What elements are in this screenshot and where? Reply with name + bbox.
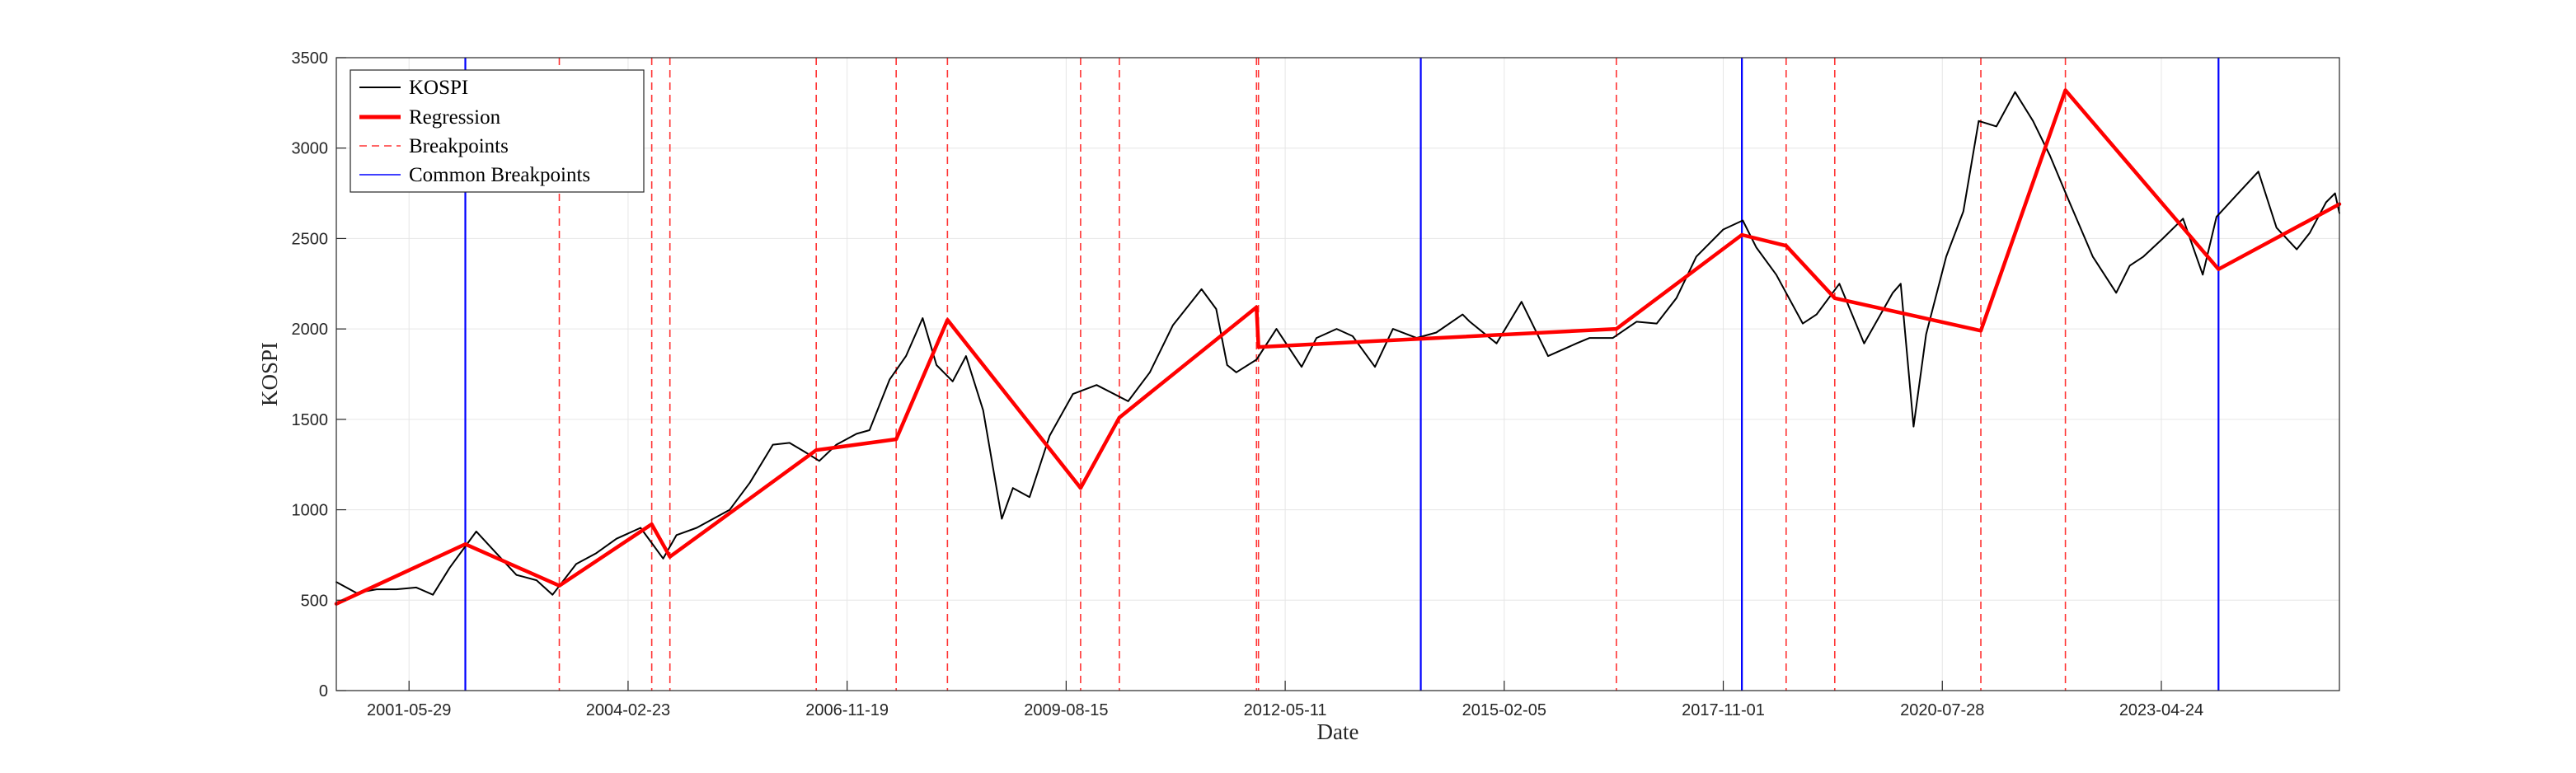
y-tick-label: 3000 [292, 140, 329, 158]
legend-label-kospi: KOSPI [409, 77, 468, 99]
x-tick-label: 2023-04-24 [2119, 701, 2203, 719]
y-tick-label: 1000 [292, 502, 329, 520]
x-tick-label: 2006-11-19 [805, 701, 889, 719]
plot-area [334, 57, 2342, 691]
y-tick-label: 0 [319, 682, 328, 700]
x-axis-label: Date [1317, 719, 1359, 744]
legend-box [350, 69, 645, 193]
y-tick-label: 1500 [292, 411, 329, 429]
y-tick-label: 2500 [292, 230, 329, 248]
x-tick-label: 2001-05-29 [367, 701, 451, 719]
regression-line [334, 88, 2342, 606]
x-tick-label: 2020-07-28 [1900, 701, 1984, 719]
y-tick-label: 2000 [292, 321, 329, 339]
axes-frame [335, 57, 2340, 691]
y-tick-label: 3500 [292, 49, 329, 68]
legend-label-breakpoints: Breakpoints [409, 135, 509, 157]
y-tick-label: 500 [301, 592, 328, 610]
x-tick-label: 2012-05-11 [1244, 701, 1327, 719]
y-axis-label: KOSPI [257, 342, 282, 406]
tick-layer: 0 500 1000 1500 2000 2500 3000 3500 2001-05-29 20… [292, 49, 2204, 719]
legend-label-common-breakpoints: Common Breakpoints [409, 164, 590, 186]
legend-label-regression: Regression [409, 106, 501, 129]
kospi-line [335, 91, 2340, 596]
x-tick-label: 2004-02-23 [586, 701, 670, 719]
x-tick-label: 2009-08-15 [1024, 701, 1108, 719]
x-tick-label: 2015-02-05 [1462, 701, 1546, 719]
x-tick-label: 2017-11-01 [1682, 701, 1765, 719]
series-layer [334, 88, 2342, 606]
legend: KOSPI Regression Breakpoints Common Brea… [350, 69, 645, 193]
